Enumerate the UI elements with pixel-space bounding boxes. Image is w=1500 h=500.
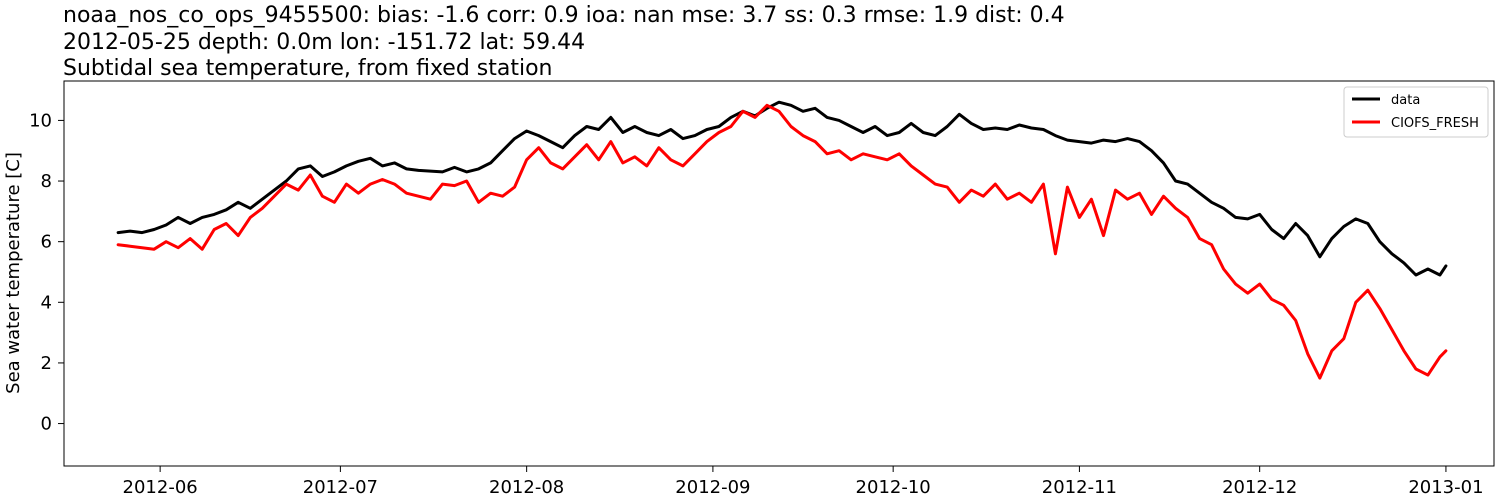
legend: data CIOFS_FRESH (1343, 86, 1489, 138)
x-tick-label: 2012-09 (675, 477, 750, 498)
y-tick-label: 4 (41, 292, 52, 313)
legend-label-data: data (1391, 93, 1420, 108)
y-tick-label: 8 (41, 171, 52, 192)
y-tick-label: 2 (41, 353, 52, 374)
series-line-ciofs-fresh (116, 103, 1448, 380)
chart-title-line-2: 2012-05-25 depth: 0.0m lon: -151.72 lat:… (63, 30, 585, 55)
y-axis-label: Sea water temperature [C] (3, 152, 24, 394)
x-tick-label: 2012-07 (303, 477, 378, 498)
plot-frame (63, 80, 1495, 467)
x-tick-label: 2012-06 (123, 477, 198, 498)
y-axis: 0 2 4 6 8 10 (29, 110, 64, 435)
x-tick-label: 2012-08 (489, 477, 564, 498)
legend-label-ciofs-fresh: CIOFS_FRESH (1391, 116, 1479, 131)
chart-title-line-3: Subtidal sea temperature, from fixed sta… (63, 56, 553, 81)
x-axis: 2012-06 2012-07 2012-08 2012-09 2012-10 2012-… (123, 466, 1484, 498)
chart-title-line-1: noaa_nos_co_ops_9455500: bias: -1.6 corr… (63, 3, 1065, 28)
x-tick-label: 2012-10 (856, 477, 931, 498)
y-tick-label: 0 (41, 414, 52, 435)
y-tick-label: 10 (29, 110, 52, 131)
x-tick-label: 2012-12 (1222, 477, 1297, 498)
x-tick-label: 2013-01 (1408, 477, 1483, 498)
plot-area (64, 81, 1494, 466)
y-tick-label: 6 (41, 232, 52, 253)
x-tick-label: 2012-11 (1042, 477, 1117, 498)
series-line-data (116, 100, 1448, 277)
series-layer (116, 100, 1448, 380)
